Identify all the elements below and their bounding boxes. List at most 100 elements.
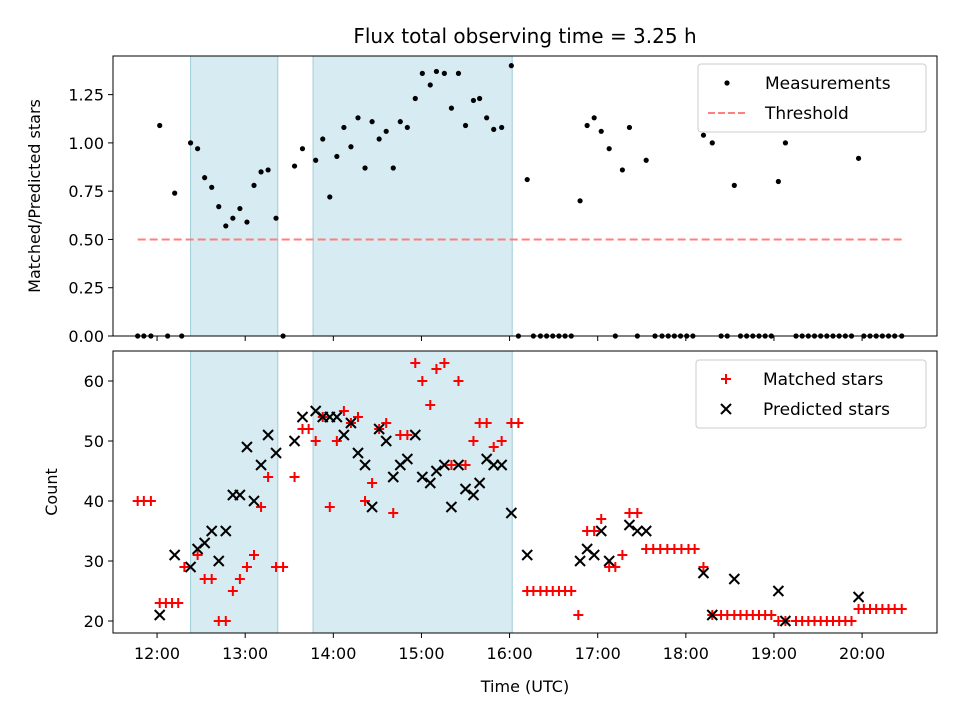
legend-label-threshold: Threshold [764,104,849,124]
matched-stars-point [573,610,584,620]
matched-stars-point [425,400,436,410]
predicted-stars-point [588,549,600,561]
measurement-point [320,136,326,142]
predicted-stars-point [248,495,260,507]
legend-marker-matched [721,374,731,384]
matched-stars-point [192,550,203,560]
legend-label-measurements: Measurements [765,74,891,94]
measurement-point [584,122,590,129]
predicted-stars-point [505,507,518,519]
measurement-point [258,169,264,175]
matched-stars-point [439,358,450,368]
matched-stars-point [496,436,507,446]
matched-stars-point [173,598,184,608]
matched-stars-point [481,418,492,428]
measurement-point [348,144,354,150]
matched-stars-point [256,502,267,512]
measurement-point [273,215,279,221]
measurement-point [216,204,222,210]
predicted-stars-point [205,525,218,537]
measurement-point [455,70,462,76]
matched-stars-point [220,616,231,626]
matched-stars-point [360,496,371,506]
predicted-stars-point [779,615,792,627]
measurement-point [390,165,396,171]
measurement-point [419,70,425,76]
y-tick-label: 1.00 [68,134,104,153]
measurement-point [383,128,389,134]
measurement-point [433,68,440,75]
matched-stars-point [388,508,399,518]
shaded-window-2 [312,55,513,337]
predicted-stars-point [631,525,644,537]
x-tick-label: 16:00 [487,644,533,663]
matched-stars-point [145,496,156,506]
matched-stars-point [289,472,300,482]
predicted-stars-point [574,555,586,567]
matched-stars-point [453,376,464,386]
matched-stars-point [402,430,413,440]
measurement-point [244,219,250,225]
top-panel: 0.00 0.25 0.50 0.75 1.00 1.25 Flux total obse… [25,24,938,346]
x-tick-label: 18:00 [663,644,709,663]
predicted-stars-point [623,519,636,531]
measurement-point [327,194,333,200]
predicted-stars-point [772,585,785,597]
y-tick-label: 0.75 [68,182,104,201]
matched-stars-point [367,478,378,488]
bottom-shaded-regions [190,350,513,634]
matched-stars-point [331,436,342,446]
x-tick-label: 17:00 [575,644,621,663]
top-legend-box [697,63,927,133]
shaded-window-1 [190,55,279,337]
measurement-point [230,215,236,221]
chart-title: Flux total observing time = 3.25 h [353,24,696,48]
predicted-stars-point [603,555,615,567]
predicted-stars-point [438,459,451,471]
legend-marker-predicted [720,403,732,415]
measurement-point [265,167,271,173]
predicted-stars-point [430,465,443,477]
measurement-point [643,157,649,163]
predicted-stars-point [234,489,246,501]
measurement-point [202,175,208,181]
measurement-point [412,95,418,102]
matched-stars-point [513,418,524,428]
predicted-stars-point [728,573,741,585]
matched-stars-point [338,406,349,416]
y-tick-label: 1.25 [68,86,104,105]
matched-stars-point [310,436,321,446]
matched-stars-point [610,562,621,572]
top-ticks: 0.00 0.25 0.50 0.75 1.00 1.25 [68,86,863,346]
y-tick-label: 60 [84,372,104,391]
shaded-window-1 [190,350,279,634]
measurement-point [441,70,447,76]
predicted-stars-point [459,483,472,495]
predicted-stars-point [495,459,508,471]
matched-stars-point [381,418,392,428]
bottom-legend: Matched stars Predicted stars [695,359,927,429]
measurement-point [313,157,319,163]
top-y-axis-label: Matched/Predicted stars [25,99,44,293]
legend-marker-measurements [724,80,730,86]
matched-stars-point [227,586,238,596]
predicted-stars-point [366,501,378,513]
bottom-y-axis-label: Count [42,468,61,516]
bottom-panel: 20 30 40 50 60 12:00 13:00 14:00 15:00 16:00 17:00… [42,350,938,696]
matched-stars-point [324,502,335,512]
measurement-point [187,140,194,146]
matched-stars-point [417,376,428,386]
measurement-point [598,128,604,134]
predicted-stars-point [359,459,371,471]
predicted-stars-point [255,459,267,471]
predicted-stars-point [373,423,385,435]
measurement-point [397,119,403,125]
measurement-point [499,124,505,131]
matched-stars-point [689,544,700,554]
measurement-point [782,140,789,146]
x-tick-label: 14:00 [310,644,356,663]
predicted-stars-point [262,429,274,441]
measurement-point [355,115,361,121]
matched-stars-point [566,586,577,596]
